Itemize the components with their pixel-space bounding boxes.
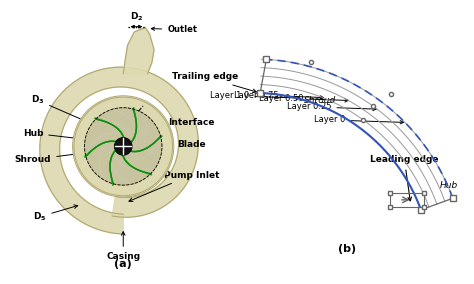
Text: (a): (a) bbox=[114, 260, 132, 270]
Circle shape bbox=[84, 108, 162, 185]
Polygon shape bbox=[40, 67, 198, 234]
Text: Shroud: Shroud bbox=[15, 152, 80, 164]
Text: Casing: Casing bbox=[106, 232, 140, 261]
Text: Pump Inlet: Pump Inlet bbox=[129, 170, 219, 202]
Polygon shape bbox=[110, 151, 115, 185]
Polygon shape bbox=[131, 136, 162, 152]
Text: Interface: Interface bbox=[160, 117, 215, 127]
Text: Leading edge: Leading edge bbox=[370, 155, 438, 201]
Text: Layer 0.75: Layer 0.75 bbox=[234, 91, 323, 100]
Circle shape bbox=[73, 96, 174, 197]
Text: Outlet: Outlet bbox=[151, 25, 197, 34]
Circle shape bbox=[74, 97, 173, 196]
Text: $\mathbf{D_3}$: $\mathbf{D_3}$ bbox=[31, 94, 84, 121]
Polygon shape bbox=[84, 141, 116, 157]
Text: (b): (b) bbox=[338, 244, 356, 254]
Polygon shape bbox=[94, 118, 124, 138]
Text: Trailing edge: Trailing edge bbox=[172, 72, 256, 93]
Text: Shroud: Shroud bbox=[304, 96, 337, 105]
Text: Layer 0.25: Layer 0.25 bbox=[287, 102, 376, 111]
Circle shape bbox=[114, 138, 132, 155]
Text: Layer 0: Layer 0 bbox=[314, 116, 403, 124]
Text: Blade: Blade bbox=[150, 140, 206, 149]
Text: Hub: Hub bbox=[440, 181, 458, 190]
Polygon shape bbox=[123, 155, 152, 175]
Text: Hub: Hub bbox=[23, 129, 111, 144]
Text: $\mathbf{D_2}$: $\mathbf{D_2}$ bbox=[130, 11, 143, 23]
Polygon shape bbox=[123, 28, 154, 74]
Text: $\mathbf{D_5}$: $\mathbf{D_5}$ bbox=[33, 205, 78, 223]
Text: Layer 1.0: Layer 1.0 bbox=[210, 91, 300, 100]
Polygon shape bbox=[131, 107, 137, 142]
Text: Layer 0.50: Layer 0.50 bbox=[259, 94, 348, 103]
